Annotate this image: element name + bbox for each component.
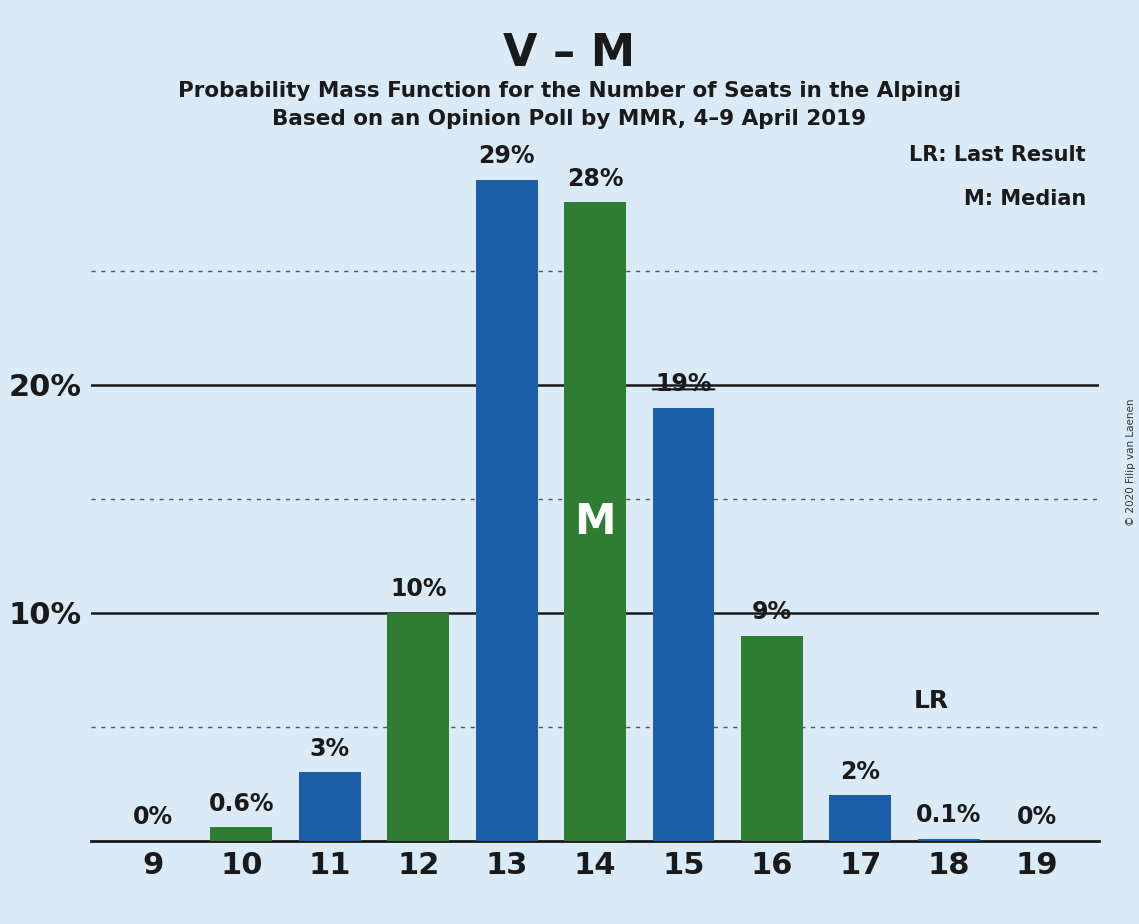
- Text: 10%: 10%: [390, 578, 446, 602]
- Text: V – M: V – M: [503, 32, 636, 76]
- Text: M: M: [574, 501, 616, 542]
- Text: 9%: 9%: [752, 601, 792, 625]
- Text: 0%: 0%: [133, 806, 173, 830]
- Bar: [476, 179, 538, 841]
- Bar: [387, 613, 449, 841]
- Text: 3%: 3%: [310, 737, 350, 761]
- Bar: [653, 407, 714, 841]
- Text: Based on an Opinion Poll by MMR, 4–9 April 2019: Based on an Opinion Poll by MMR, 4–9 Apr…: [272, 109, 867, 129]
- Text: M: Median: M: Median: [964, 188, 1085, 209]
- Text: © 2020 Filip van Laenen: © 2020 Filip van Laenen: [1126, 398, 1136, 526]
- Bar: [211, 827, 272, 841]
- Bar: [564, 202, 626, 841]
- Text: 0.1%: 0.1%: [916, 803, 982, 827]
- Bar: [829, 796, 892, 841]
- Bar: [741, 636, 803, 841]
- Text: 0.6%: 0.6%: [208, 792, 274, 816]
- Text: Probability Mass Function for the Number of Seats in the Alpingi: Probability Mass Function for the Number…: [178, 81, 961, 102]
- Text: LR: Last Result: LR: Last Result: [909, 145, 1085, 165]
- Text: LR: LR: [913, 689, 949, 713]
- Text: 0%: 0%: [1017, 806, 1057, 830]
- Text: 28%: 28%: [567, 167, 623, 191]
- Text: 29%: 29%: [478, 144, 535, 168]
- Bar: [298, 772, 361, 841]
- Text: 19%: 19%: [655, 372, 712, 396]
- Bar: [918, 839, 980, 841]
- Text: 2%: 2%: [841, 760, 880, 784]
